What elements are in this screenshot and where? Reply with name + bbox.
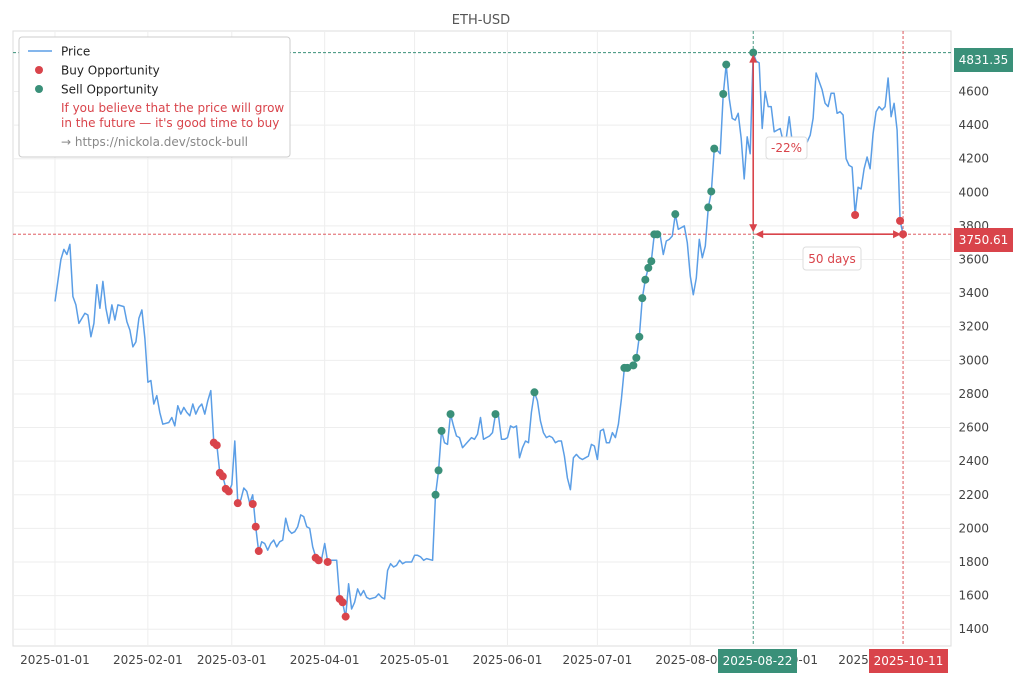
buy-marker [254,547,263,556]
x-tick-label: 2025-07-01 [563,653,633,667]
sell-marker [644,263,653,272]
y-tick-label: 1800 [958,555,989,569]
legend-box [18,36,291,158]
sell-marker [623,363,632,372]
days-callout: 50 days [802,246,862,271]
y-tick-label: 3000 [958,353,989,367]
price-series-line [54,51,904,619]
peak-price-tag-text: 4831.35 [959,53,1009,67]
buy-marker [314,556,323,565]
buy-marker [233,499,242,508]
x-tick-label: 2025-06-01 [473,653,543,667]
sell-marker [437,426,446,435]
x-tick-label: 2025-04-01 [290,653,360,667]
buy-marker [218,472,227,481]
current-date-tag-bg [869,649,948,673]
legend-buy-label: Buy Opportunity [61,64,160,78]
current-price-tag-text: 3750.61 [959,233,1009,247]
buy-marker [251,522,260,531]
days-label: 50 days [808,252,855,266]
y-tick-label: 4400 [958,118,989,132]
sell-marker [707,187,716,196]
y-tick-label: 3600 [958,253,989,267]
sell-marker [530,388,539,397]
drop-percent-callout: -22% [765,136,808,160]
x-tick-label: 2025-03-01 [197,653,267,667]
drop-percent-label: -22% [771,141,802,155]
y-tick-label: 2200 [958,488,989,502]
buy-marker [896,216,905,225]
sell-marker [629,361,638,370]
buy-marker [899,230,908,239]
days-arrow-head-right [893,230,902,239]
sell-marker [638,294,647,303]
sell-marker [641,275,650,284]
buy-marker [851,210,860,219]
x-tick-label: 2025-01-01 [20,653,90,667]
drop-arrow-head-up [749,54,758,63]
chart-title: ETH-USD [452,13,510,28]
legend-sell-swatch [35,85,43,93]
legend-buy-swatch [35,66,43,74]
current-price-tag: 3750.61 [954,228,1013,252]
legend-price-label: Price [61,45,90,59]
drawdown-annotations [749,54,902,239]
peak-date-tag-text: 2025-08-22 [723,654,793,668]
sell-marker [431,490,440,499]
legend-note-line2: in the future — it's good time to buy [61,116,279,130]
y-tick-label: 2800 [958,387,989,401]
sell-marker [710,144,719,153]
buy-marker [323,557,332,566]
buy-marker [224,487,233,496]
buy-marker [341,612,350,621]
peak-price-tag: 4831.35 [954,48,1013,72]
sell-marker [647,257,656,266]
sell-marker [719,90,728,99]
sell-marker [632,353,641,362]
current-date-tag: 2025-10-11 [869,649,948,673]
peak-price-tag-bg [954,48,1013,72]
y-tick-label: 4000 [958,185,989,199]
x-tick-label: 2025-05-01 [380,653,450,667]
y-tick-label: 4200 [958,152,989,166]
current-date-tag-text: 2025-10-11 [874,654,944,668]
y-tick-label: 2000 [958,521,989,535]
x-tick-label: 2025-02-01 [113,653,183,667]
buy-marker [212,441,221,450]
drop-percent-callout-box [765,136,808,160]
opportunity-markers [209,48,908,621]
peak-date-tag: 2025-08-22 [718,649,797,673]
legend-note-line1: If you believe that the price will grow [61,101,284,115]
y-tick-label: 2600 [958,421,989,435]
y-tick-label: 2400 [958,454,989,468]
sell-marker [704,203,713,212]
legend: Price Buy Opportunity Sell Opportunity I… [18,36,291,158]
legend-sell-label: Sell Opportunity [61,83,159,97]
legend-link[interactable]: → https://nickola.dev/stock-bull [61,135,248,149]
sell-marker [635,332,644,341]
buy-marker [248,500,257,509]
sell-marker [653,230,662,239]
current-price-tag-bg [954,228,1013,252]
y-tick-label: 3200 [958,320,989,334]
x-tick-label: 2025-08-01 [655,653,725,667]
days-arrow-head-left [755,230,764,239]
y-tick-label: 1600 [958,589,989,603]
drop-arrow-head-down [749,224,758,233]
sell-marker [491,410,500,419]
sell-marker [446,410,455,419]
sell-marker [434,466,443,475]
sell-marker [722,60,731,69]
y-tick-label: 3400 [958,286,989,300]
y-axis: 1400 1600 1800 2000 2200 2400 2600 2800 3000 3200… [958,84,989,636]
days-callout-box [802,246,862,271]
y-tick-label: 1400 [958,622,989,636]
sell-marker [671,210,680,219]
sell-marker [749,48,758,57]
peak-date-tag-bg [718,649,797,673]
y-tick-label: 4600 [958,84,989,98]
buy-marker [338,598,347,607]
